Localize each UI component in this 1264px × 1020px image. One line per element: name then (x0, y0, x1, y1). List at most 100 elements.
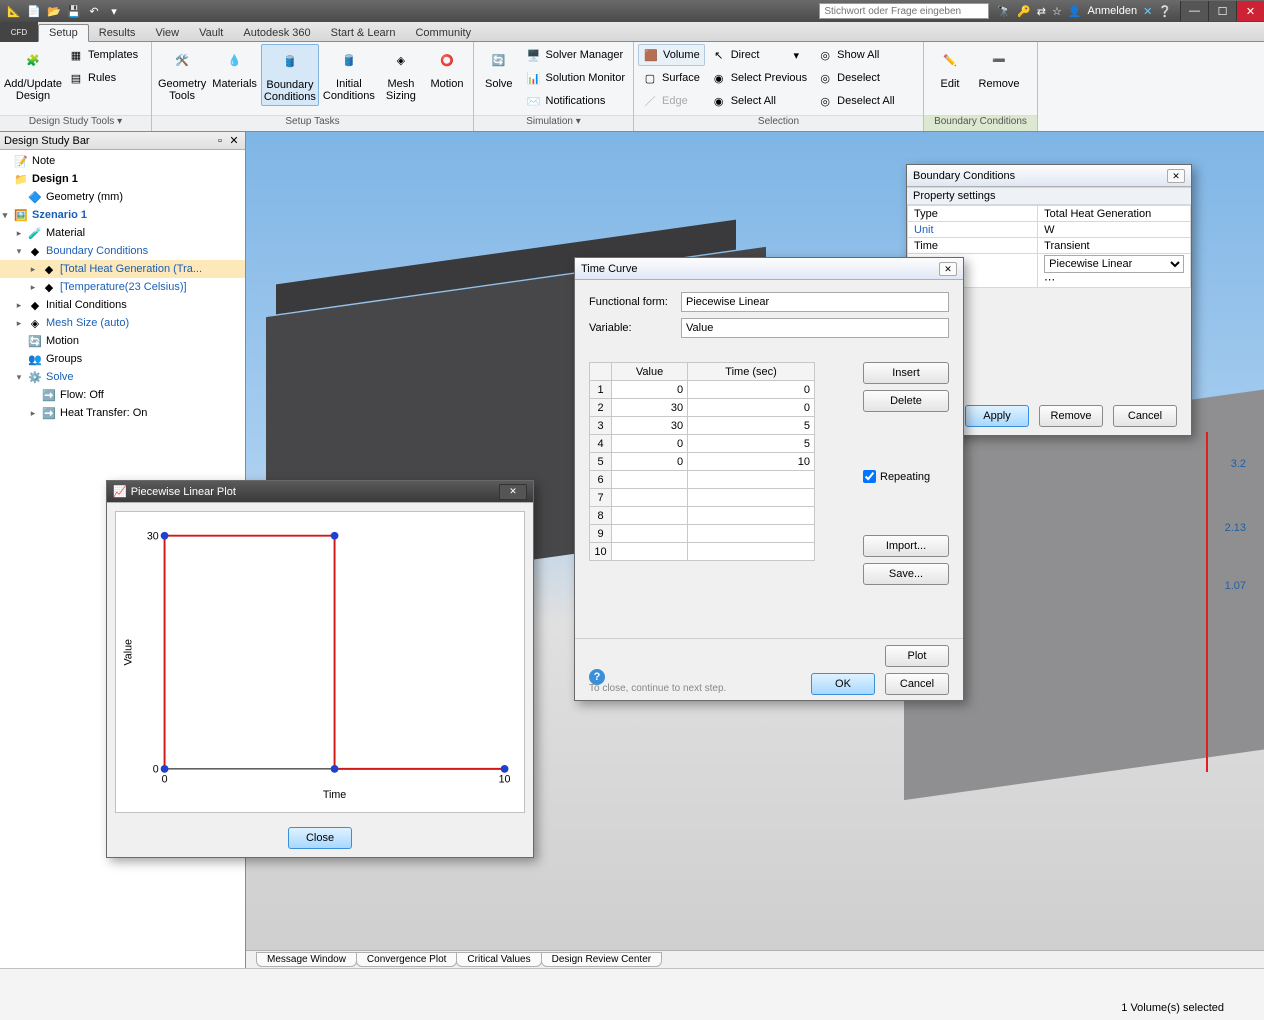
tc-save-button[interactable]: Save... (863, 563, 949, 585)
tree-item[interactable]: 📁Design 1 (0, 170, 245, 188)
surface-toggle[interactable]: ▢Surface (638, 67, 705, 89)
tc-functional-form-input[interactable] (681, 292, 949, 312)
select-all-button[interactable]: ◉Select All (707, 90, 811, 112)
window-minimize-button[interactable]: — (1180, 1, 1208, 21)
bc-curve-select[interactable]: Piecewise Linear (1044, 255, 1184, 273)
templates-button[interactable]: ▦Templates (64, 44, 142, 66)
tc-delete-button[interactable]: Delete (863, 390, 949, 412)
solution-monitor-button[interactable]: 📊Solution Monitor (522, 67, 630, 89)
plot-close-icon[interactable]: ✕ (499, 484, 527, 500)
geometry-tools-button[interactable]: 🛠️Geometry Tools (156, 44, 208, 104)
scale-label: 3.2 (1231, 458, 1246, 470)
qat-save-icon[interactable]: 💾 (66, 3, 82, 19)
tree-item[interactable]: ▸◆[Temperature(23 Celsius)] (0, 278, 245, 296)
boundary-conditions-button[interactable]: 🛢️Boundary Conditions (261, 44, 319, 106)
window-maximize-button[interactable]: ☐ (1208, 1, 1236, 21)
tree-item[interactable]: 🔷Geometry (mm) (0, 188, 245, 206)
table-row[interactable]: 405 (590, 435, 815, 453)
qat-new-icon[interactable]: 📄 (26, 3, 42, 19)
tree-item[interactable]: ▾🖼️Szenario 1 (0, 206, 245, 224)
tree-item[interactable]: 📝Note (0, 152, 245, 170)
bottom-tab[interactable]: Message Window (256, 952, 357, 967)
menu-tab-community[interactable]: Community (405, 25, 481, 41)
tc-import-button[interactable]: Import... (863, 535, 949, 557)
menu-tab-setup[interactable]: Setup (38, 24, 89, 42)
mesh-sizing-button[interactable]: ◈Mesh Sizing (379, 44, 423, 104)
tc-repeating-checkbox[interactable]: Repeating (863, 470, 949, 483)
menu-tab-vault[interactable]: Vault (189, 25, 233, 41)
table-row[interactable]: 10 (590, 543, 815, 561)
plot-close-button[interactable]: Close (288, 827, 352, 849)
remove-button[interactable]: ➖Remove (974, 44, 1024, 92)
table-row[interactable]: 2300 (590, 399, 815, 417)
edge-toggle[interactable]: ／Edge (638, 90, 705, 112)
dsb-close-icon[interactable]: ✕ (227, 134, 241, 147)
pencil-icon: ✏️ (935, 46, 965, 76)
tree-item[interactable]: ▸◈Mesh Size (auto) (0, 314, 245, 332)
tree-item[interactable]: 🔄Motion (0, 332, 245, 350)
bottom-tab[interactable]: Critical Values (456, 952, 541, 967)
materials-button[interactable]: 💧Materials (210, 44, 259, 92)
key-icon[interactable]: 🔑 (1017, 5, 1031, 18)
qat-undo-icon[interactable]: ↶ (86, 3, 102, 19)
deselect-all-button[interactable]: ◎Deselect All (813, 90, 898, 112)
x-icon[interactable]: ✕ (1143, 5, 1152, 18)
tree-item[interactable]: ➡️Flow: Off (0, 386, 245, 404)
tree-item[interactable]: 👥Groups (0, 350, 245, 368)
bc-cancel-button[interactable]: Cancel (1113, 405, 1177, 427)
menu-tab-autodesk-360[interactable]: Autodesk 360 (233, 25, 320, 41)
table-row[interactable]: 6 (590, 471, 815, 489)
help-search-input[interactable] (819, 3, 989, 19)
bc-remove-button[interactable]: Remove (1039, 405, 1103, 427)
bc-curve-edit-icon[interactable]: ⋯ (1044, 274, 1055, 286)
tree-item[interactable]: ▸◆[Total Heat Generation (Tra... (0, 260, 245, 278)
tc-cancel-button[interactable]: Cancel (885, 673, 949, 695)
exchange-icon[interactable]: ⇄ (1037, 5, 1046, 18)
deselect-button[interactable]: ◎Deselect (813, 67, 898, 89)
tree-item[interactable]: ▸◆Initial Conditions (0, 296, 245, 314)
bc-close-icon[interactable]: ✕ (1167, 169, 1185, 183)
table-row[interactable]: 7 (590, 489, 815, 507)
table-row[interactable]: 5010 (590, 453, 815, 471)
bottom-tab[interactable]: Design Review Center (541, 952, 663, 967)
tc-plot-button[interactable]: Plot (885, 645, 949, 667)
menu-tab-start-learn[interactable]: Start & Learn (321, 25, 406, 41)
solve-button[interactable]: 🔄Solve (478, 44, 520, 92)
bc-apply-button[interactable]: Apply (965, 405, 1029, 427)
select-previous-button[interactable]: ◉Select Previous (707, 67, 811, 89)
star-icon[interactable]: ☆ (1052, 5, 1062, 18)
show-all-button[interactable]: ◎Show All (813, 44, 898, 66)
edit-button[interactable]: ✏️Edit (928, 44, 972, 92)
login-link[interactable]: Anmelden (1088, 5, 1138, 17)
qat-open-icon[interactable]: 📂 (46, 3, 62, 19)
table-row[interactable]: 3305 (590, 417, 815, 435)
tc-ok-button[interactable]: OK (811, 673, 875, 695)
menu-tab-view[interactable]: View (145, 25, 189, 41)
tree-item[interactable]: ▸🧪Material (0, 224, 245, 242)
tc-data-grid[interactable]: ValueTime (sec)100230033054055010678910 (589, 362, 815, 561)
initial-conditions-button[interactable]: 🛢️Initial Conditions (321, 44, 377, 104)
qat-dropdown-icon[interactable]: ▾ (106, 3, 122, 19)
window-close-button[interactable]: ✕ (1236, 1, 1264, 21)
tc-variable-input[interactable] (681, 318, 949, 338)
direct-dropdown[interactable]: ↖Direct▾ (707, 44, 811, 66)
solver-manager-button[interactable]: 🖥️Solver Manager (522, 44, 630, 66)
motion-button[interactable]: ⭕Motion (425, 44, 469, 92)
table-row[interactable]: 100 (590, 381, 815, 399)
menu-tab-results[interactable]: Results (89, 25, 146, 41)
notifications-button[interactable]: ✉️Notifications (522, 90, 630, 112)
dsb-pin-icon[interactable]: ▫ (213, 135, 227, 147)
tc-insert-button[interactable]: Insert (863, 362, 949, 384)
tree-item[interactable]: ▸➡️Heat Transfer: On (0, 404, 245, 422)
tree-item[interactable]: ▾⚙️Solve (0, 368, 245, 386)
table-row[interactable]: 9 (590, 525, 815, 543)
add-update-design-button[interactable]: 🧩 Add/Update Design (4, 44, 62, 104)
binoculars-icon[interactable]: 🔭 (997, 5, 1011, 18)
rules-button[interactable]: ▤Rules (64, 67, 142, 89)
table-row[interactable]: 8 (590, 507, 815, 525)
tc-close-icon[interactable]: ✕ (939, 262, 957, 276)
bottom-tab[interactable]: Convergence Plot (356, 952, 458, 967)
volume-toggle[interactable]: 🟫Volume (638, 44, 705, 66)
tree-item[interactable]: ▾◆Boundary Conditions (0, 242, 245, 260)
help-icon[interactable]: ❔ (1158, 5, 1172, 18)
